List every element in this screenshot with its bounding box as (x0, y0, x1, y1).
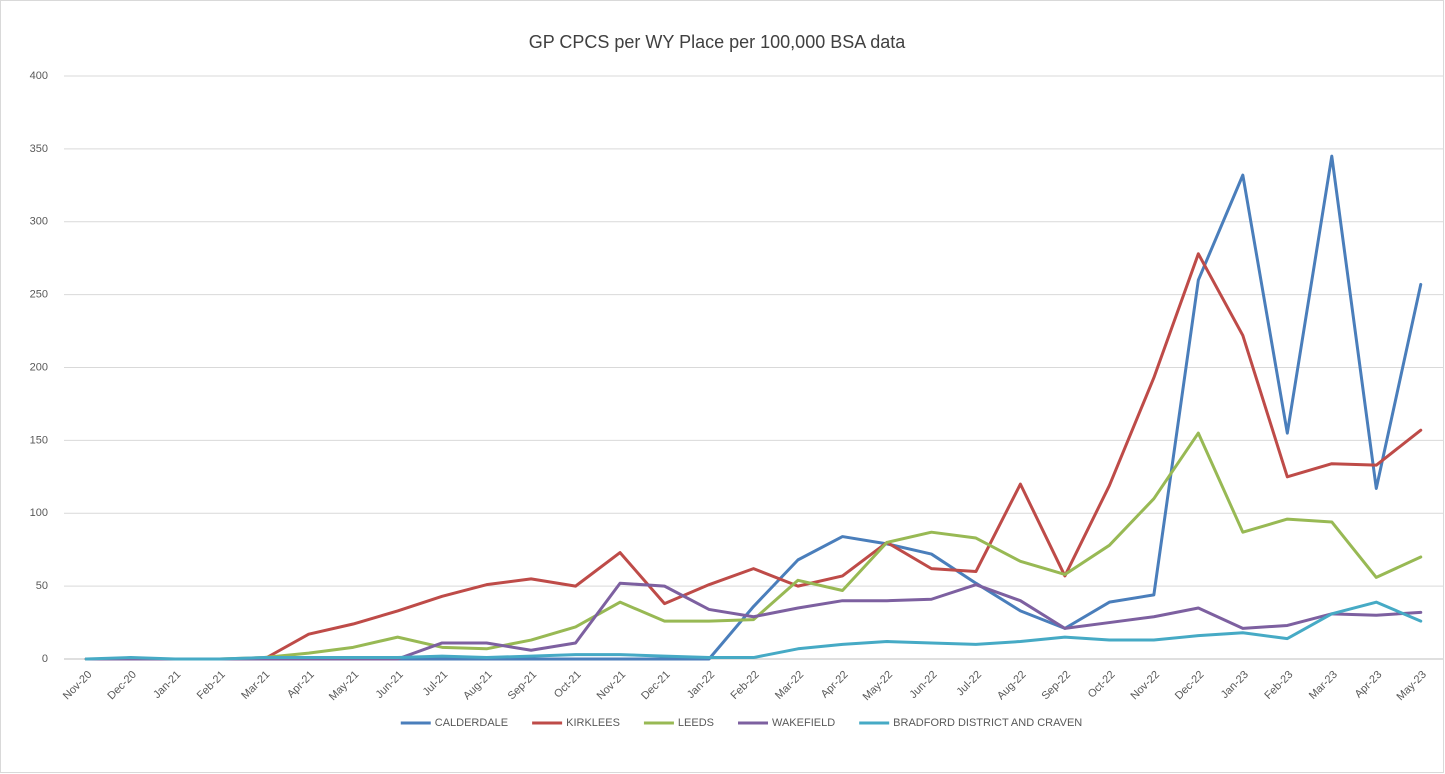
legend-label: KIRKLEES (566, 717, 620, 729)
series-line (84, 252, 1423, 661)
y-tick-label: 150 (30, 434, 48, 446)
legend-label: LEEDS (678, 717, 714, 729)
legend-label: WAKEFIELD (772, 717, 835, 729)
y-tick-label: 200 (30, 361, 48, 373)
y-tick-label: 100 (30, 507, 48, 519)
y-tick-label: 300 (30, 216, 48, 228)
y-tick-label: 350 (30, 143, 48, 155)
y-tick-label: 250 (30, 289, 48, 301)
y-tick-label: 400 (30, 70, 48, 82)
legend-label: BRADFORD DISTRICT AND CRAVEN (893, 717, 1082, 729)
legend-label: CALDERDALE (435, 717, 508, 729)
y-tick-label: 50 (36, 580, 48, 592)
y-tick-label: 0 (42, 653, 48, 665)
series-line (84, 431, 1423, 661)
series-line (84, 600, 1423, 661)
chart-title: GP CPCS per WY Place per 100,000 BSA dat… (529, 32, 907, 52)
